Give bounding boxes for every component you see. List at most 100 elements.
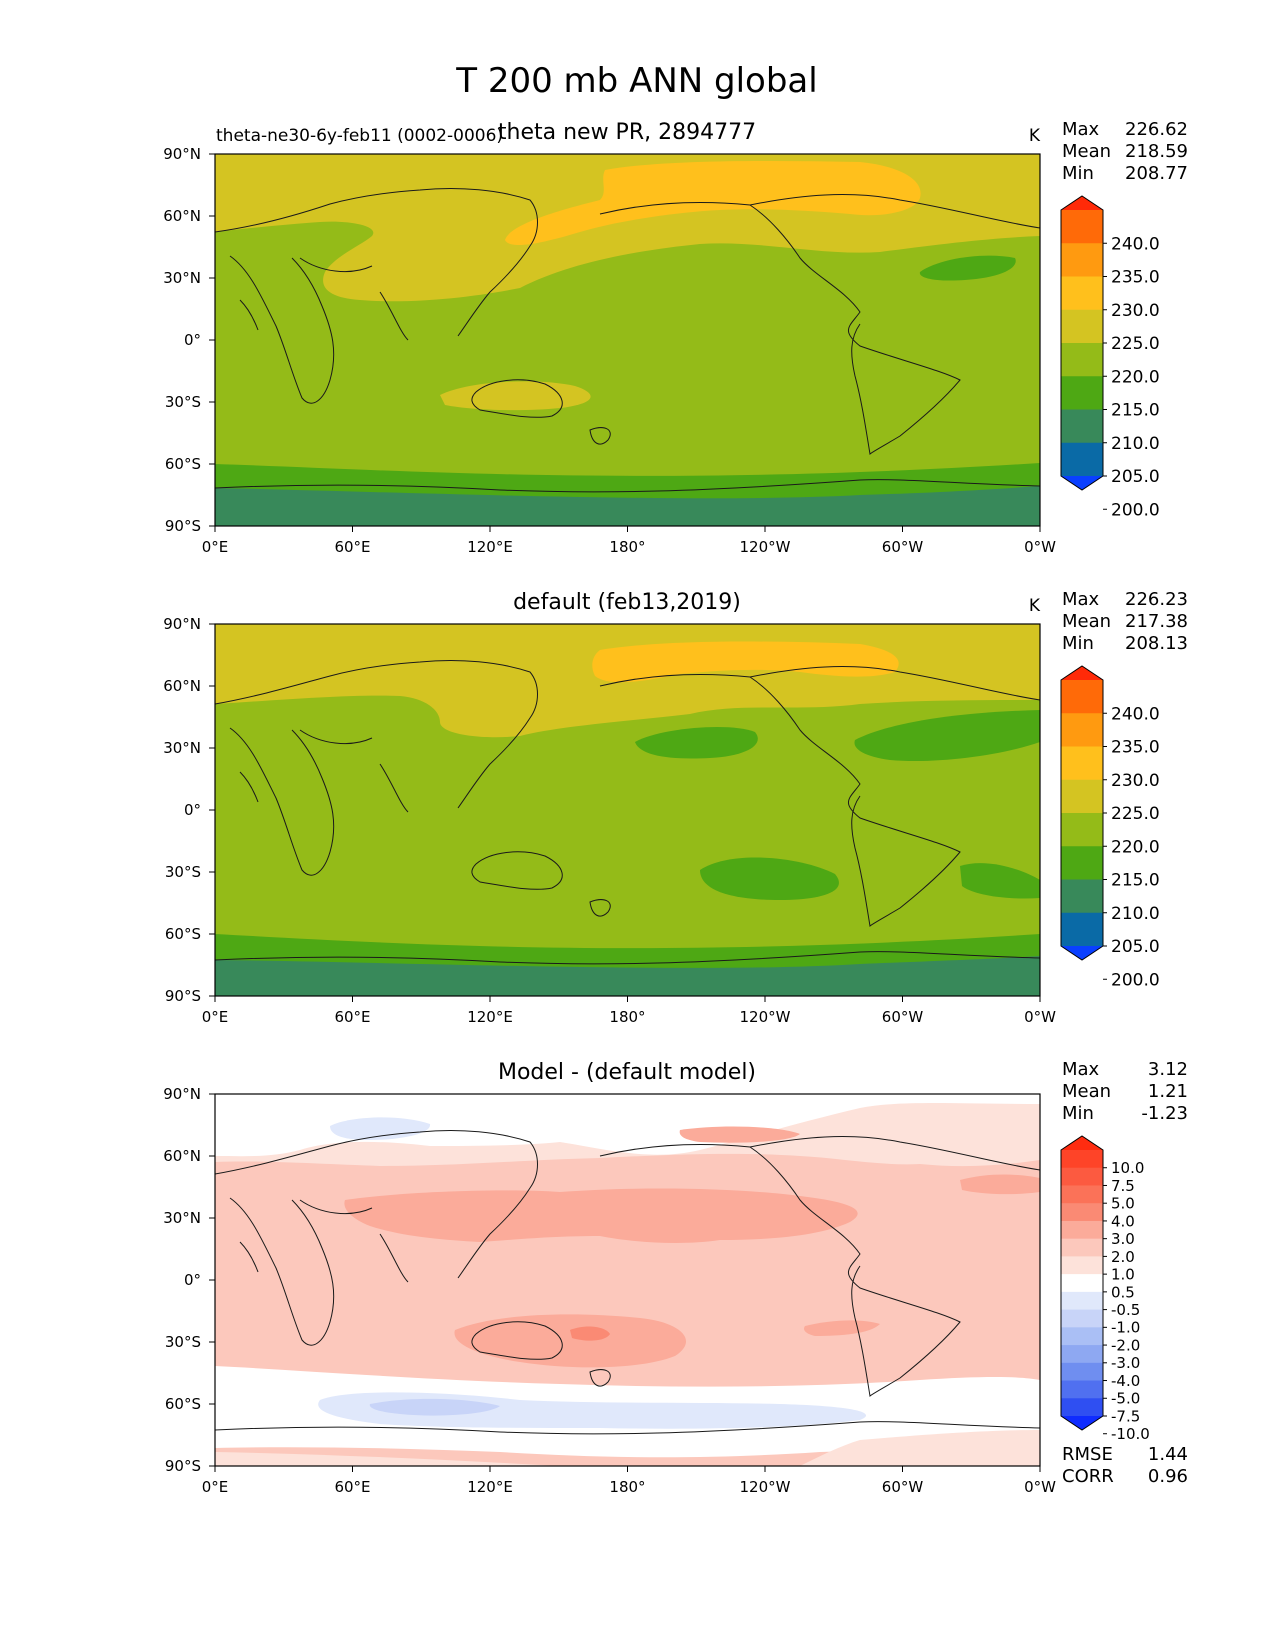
colorbar-label: 200.0 (1111, 970, 1160, 990)
lat-tick-label: 0° (184, 331, 201, 349)
colorbar-label: 5.0 (1111, 1195, 1135, 1213)
stat-value: 218.59 (1125, 141, 1188, 162)
panel-diff: 90°N 60°N 30°N 0° 30°S 60°S 90°S 0°E 60°… (163, 1059, 1188, 1496)
lon-tick-label: 120°W (740, 1478, 791, 1496)
colorbar-label: 3.0 (1111, 1230, 1135, 1248)
colorbar-segment (1061, 713, 1103, 747)
colorbar-extend-bottom (1061, 1416, 1103, 1430)
lon-ticks: 0°E 60°E 120°E 180° 120°W 60°W 0°W (202, 526, 1056, 556)
stat-value: 226.23 (1125, 589, 1188, 610)
colorbar-label: 200.0 (1111, 500, 1160, 520)
lat-tick-label: 30°N (163, 269, 201, 287)
lon-tick-label: 120°E (467, 1478, 513, 1496)
colorbar-segment (1061, 1309, 1103, 1328)
colorbar-segment (1061, 1380, 1103, 1399)
stat-value: 208.13 (1125, 633, 1188, 654)
lon-tick-label: 60°E (334, 538, 370, 556)
lat-tick-label: 60°S (165, 1395, 201, 1413)
contour-pacific-cool (635, 727, 758, 759)
lat-tick-label: 60°N (163, 677, 201, 695)
contour-nh-neutral (215, 1094, 1040, 1157)
colorbar-label: -10.0 (1111, 1425, 1150, 1443)
contour-south-pacific-cool (700, 857, 839, 900)
stat-label: Max (1062, 119, 1100, 140)
lon-tick-label: 180° (609, 538, 645, 556)
colorbar-segment (1061, 846, 1103, 880)
map-ref (215, 624, 1040, 996)
panel-test: 90°N 60°N 30°N 0° 30°S 60°S 90°S 0°E 60°… (163, 119, 1188, 556)
colorbar-label: 1.0 (1111, 1266, 1135, 1284)
lat-ticks: 90°N 60°N 30°N 0° 30°S 60°S 90°S (163, 1085, 215, 1475)
colorbar-segment (1061, 442, 1103, 477)
colorbar-extend-top (1061, 196, 1103, 210)
colorbar-label: -4.0 (1111, 1372, 1140, 1390)
lon-tick-label: 60°E (334, 1478, 370, 1496)
colorbar-label: 220.0 (1111, 367, 1160, 387)
metric-value: 1.44 (1148, 1444, 1188, 1465)
lat-tick-label: 30°S (165, 393, 201, 411)
colorbar-segment (1061, 210, 1103, 244)
lat-tick-label: 60°N (163, 207, 201, 225)
stat-label: Mean (1062, 1081, 1111, 1102)
contour-southern-cooler (369, 1398, 500, 1416)
colorbar-segment (1061, 1291, 1103, 1311)
colorbar-label: 230.0 (1111, 301, 1160, 321)
colorbar-segment (1061, 243, 1103, 277)
lat-tick-label: 90°N (163, 145, 201, 163)
stat-label: Min (1062, 633, 1094, 654)
contour-antarctic-warm-2 (800, 1430, 1040, 1466)
lon-tick-label: 0°W (1024, 1478, 1056, 1496)
lon-tick-label: 180° (609, 1008, 645, 1026)
contour-atlantic (919, 255, 1016, 281)
colorbar-label: 7.5 (1111, 1177, 1135, 1195)
stat-value: 1.21 (1148, 1081, 1188, 1102)
colorbar-segment (1061, 1362, 1103, 1382)
colorbar-segment (1061, 1238, 1103, 1257)
stat-value: 226.62 (1125, 119, 1188, 140)
lon-tick-label: 120°W (740, 1008, 791, 1026)
contour-nh-high (592, 641, 899, 683)
lat-tick-label: 90°N (163, 615, 201, 633)
colorbar-label: 240.0 (1111, 234, 1160, 254)
stats-block: Max 226.62 Mean 218.59 Min 208.77 (1062, 119, 1188, 184)
colorbar: 10.07.55.04.03.02.01.00.5-0.5-1.0-2.0-3.… (1060, 1135, 1150, 1443)
colorbar-segment (1061, 779, 1103, 814)
lon-tick-label: 180° (609, 1478, 645, 1496)
lon-tick-label: 120°W (740, 538, 791, 556)
colorbar-label: -2.0 (1111, 1336, 1140, 1354)
colorbar-segment (1061, 1256, 1103, 1275)
lat-tick-label: 90°N (163, 1085, 201, 1103)
lon-tick-label: 60°W (882, 1008, 924, 1026)
stat-label: Min (1062, 163, 1094, 184)
lon-tick-label: 0°E (202, 1478, 229, 1496)
map-test (215, 154, 1040, 526)
colorbar-label: 205.0 (1111, 467, 1160, 487)
panel-title: theta new PR, 2894777 (498, 120, 756, 145)
contour-antarctica (215, 956, 1040, 996)
stats-block: Max 3.12 Mean 1.21 Min -1.23 (1062, 1059, 1188, 1124)
contour-sh-hot (570, 1326, 610, 1341)
colorbar-segment (1061, 1220, 1103, 1240)
panel-left-label: theta-ne30-6y-feb11 (0002-0006) (216, 126, 503, 146)
contour-nh-cool (330, 1117, 431, 1140)
metric-label: RMSE (1062, 1444, 1113, 1465)
colorbar-segment (1061, 746, 1103, 781)
colorbar-segment (1061, 1345, 1103, 1364)
lat-tick-label: 30°S (165, 863, 201, 881)
lon-tick-label: 0°W (1024, 538, 1056, 556)
coastlines (215, 1129, 1040, 1435)
colorbar-segment (1061, 912, 1103, 947)
units-label: K (1029, 596, 1041, 616)
lon-tick-label: 120°E (467, 538, 513, 556)
stat-label: Min (1062, 1103, 1094, 1124)
stat-label: Max (1062, 589, 1100, 610)
lat-ticks: 90°N 60°N 30°N 0° 30°S 60°S 90°S (163, 145, 215, 535)
colorbar-label: 220.0 (1111, 837, 1160, 857)
coastlines (215, 187, 1040, 493)
contour-atlantic-cool (854, 710, 1040, 762)
lon-tick-label: 0°E (202, 1008, 229, 1026)
lon-tick-label: 60°E (334, 1008, 370, 1026)
colorbar-label: 225.0 (1111, 334, 1160, 354)
contour-pacific-warm (344, 1188, 858, 1243)
